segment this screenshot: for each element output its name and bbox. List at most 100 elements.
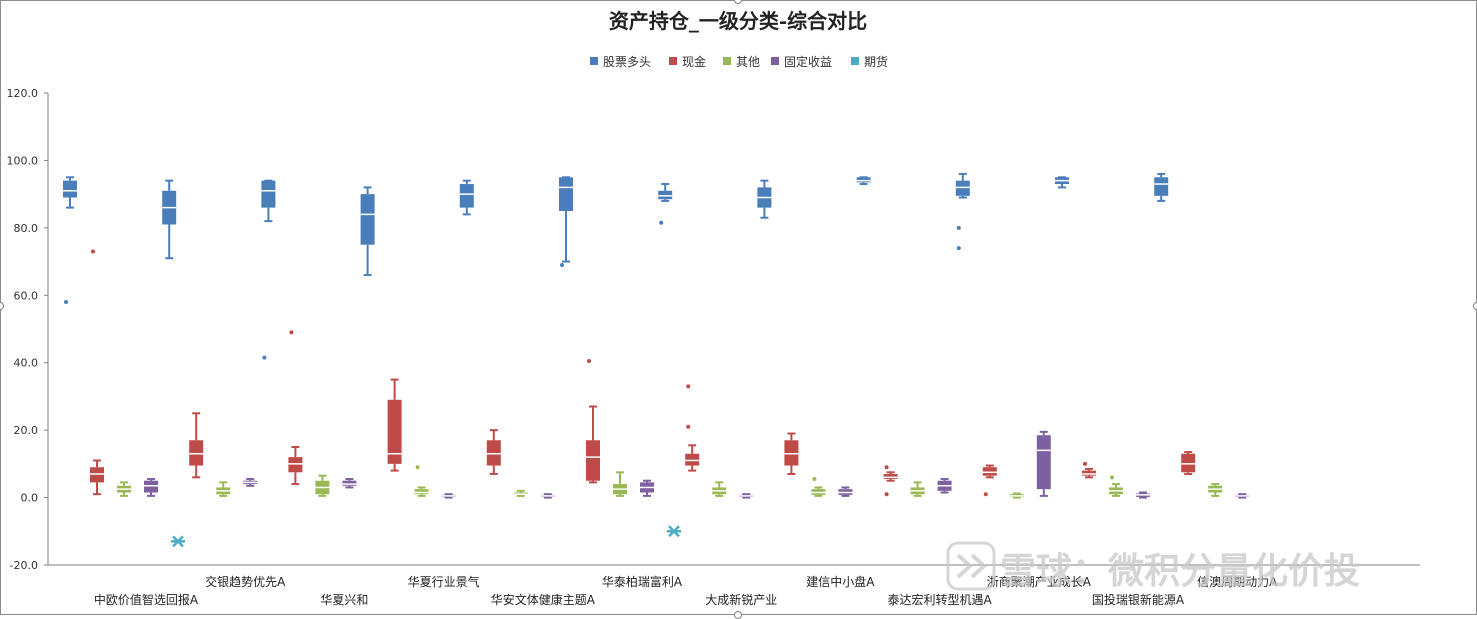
- box-2-3: [414, 465, 429, 497]
- legend-label: 现金: [682, 54, 706, 69]
- outlier-point: [64, 300, 68, 305]
- y-tick-label: 60.0: [14, 289, 39, 302]
- iqr-box: [982, 467, 997, 476]
- category-label: 大成新锐产业: [705, 592, 777, 607]
- legend-marker: [771, 57, 779, 65]
- resize-handle-right[interactable]: [1473, 302, 1477, 310]
- outlier-point: [587, 359, 591, 364]
- iqr-box: [856, 177, 871, 183]
- legend: 股票多头 现金 其他 固定收益 期货: [590, 54, 888, 69]
- iqr-box: [955, 180, 970, 196]
- box-2-5: [613, 471, 627, 497]
- y-tick-label: -20.0: [10, 559, 38, 572]
- iqr-box: [288, 457, 303, 473]
- legend-label: 固定收益: [784, 54, 832, 69]
- box-2-6: [712, 481, 727, 497]
- box-1-9: [982, 464, 997, 497]
- category-label: 华夏兴和: [320, 593, 368, 607]
- box-2-7: [811, 477, 826, 497]
- legend-marker: [590, 57, 598, 65]
- box-3-7: [838, 486, 853, 497]
- category-label: 信澳周期动力A: [1197, 575, 1278, 589]
- box-4-0: [171, 535, 185, 548]
- iqr-box: [387, 399, 402, 464]
- legend-label: 股票多头: [603, 55, 651, 69]
- iqr-box: [883, 473, 898, 480]
- outlier-point: [983, 492, 988, 497]
- category-label: 交银趋势优先A: [205, 574, 286, 589]
- box-2-2: [315, 474, 330, 497]
- iqr-box: [1082, 470, 1096, 476]
- box-3-6: [739, 493, 754, 499]
- box-3-0: [144, 478, 158, 497]
- box-0-9: [955, 172, 970, 251]
- outlier-point: [415, 465, 420, 470]
- iqr-box: [1036, 435, 1051, 490]
- box-0-5: [559, 176, 573, 267]
- box-0-8: [856, 176, 871, 186]
- box-3-10: [1136, 491, 1150, 499]
- category-label: 华安文体健康主题A: [491, 592, 596, 607]
- box-1-8: [883, 465, 898, 497]
- box-3-8: [937, 478, 952, 494]
- y-tick-label: 80.0: [14, 222, 39, 235]
- category-label: 华泰柏瑞富利A: [602, 574, 683, 589]
- plot-area: [63, 172, 1250, 548]
- box-2-8: [910, 481, 925, 497]
- box-2-4: [513, 489, 528, 497]
- legend-marker: [851, 57, 859, 65]
- box-2-1: [216, 481, 231, 497]
- iqr-box: [586, 440, 600, 481]
- box-3-1: [243, 478, 258, 487]
- box-0-0: [63, 176, 77, 305]
- point-marker: [667, 525, 681, 538]
- box-1-2: [288, 330, 303, 486]
- legend-label: 其他: [736, 55, 760, 69]
- box-0-7: [757, 179, 772, 219]
- watermark-logo-icon: [946, 541, 996, 591]
- iqr-box: [559, 177, 573, 211]
- box-1-11: [1181, 451, 1196, 475]
- outlier-point: [812, 477, 817, 482]
- iqr-box: [1181, 453, 1196, 473]
- iqr-box: [1154, 177, 1169, 196]
- outlier-point: [884, 492, 889, 497]
- box-0-1: [162, 179, 177, 260]
- iqr-box: [261, 180, 276, 208]
- category-label: 浙商聚潮产业成长A: [987, 574, 1092, 589]
- iqr-box: [685, 453, 700, 466]
- box-3-9: [1036, 430, 1051, 497]
- iqr-box: [784, 440, 799, 466]
- box-0-6: [658, 183, 673, 225]
- legend-label: 期货: [864, 54, 888, 69]
- box-2-10: [1109, 475, 1123, 497]
- box-4-5: [667, 525, 681, 538]
- iqr-box: [90, 467, 104, 483]
- outlier-point: [884, 465, 889, 470]
- box-3-5: [640, 479, 654, 497]
- box-2-11: [1208, 483, 1223, 497]
- box-3-4: [540, 493, 555, 499]
- box-0-2: [261, 179, 276, 360]
- box-0-11: [1154, 172, 1169, 202]
- watermark-text: 雪球：微积分量化价投: [1000, 551, 1360, 592]
- iqr-box: [360, 194, 375, 245]
- outlier-point: [1110, 475, 1114, 480]
- iqr-box: [189, 440, 204, 466]
- iqr-box: [144, 480, 158, 493]
- iqr-box: [342, 480, 357, 486]
- outlier-point: [686, 384, 691, 389]
- outlier-point: [686, 424, 691, 429]
- outlier-point: [1083, 461, 1087, 466]
- y-tick-label: 20.0: [14, 424, 39, 437]
- box-1-5: [586, 359, 600, 484]
- category-label: 国投瑞银新能源A: [1092, 592, 1185, 607]
- box-2-0: [117, 481, 131, 497]
- outlier-point: [956, 246, 961, 251]
- box-3-3: [441, 493, 456, 499]
- iqr-box: [658, 190, 673, 200]
- outlier-point: [956, 225, 961, 230]
- box-0-4: [459, 179, 474, 216]
